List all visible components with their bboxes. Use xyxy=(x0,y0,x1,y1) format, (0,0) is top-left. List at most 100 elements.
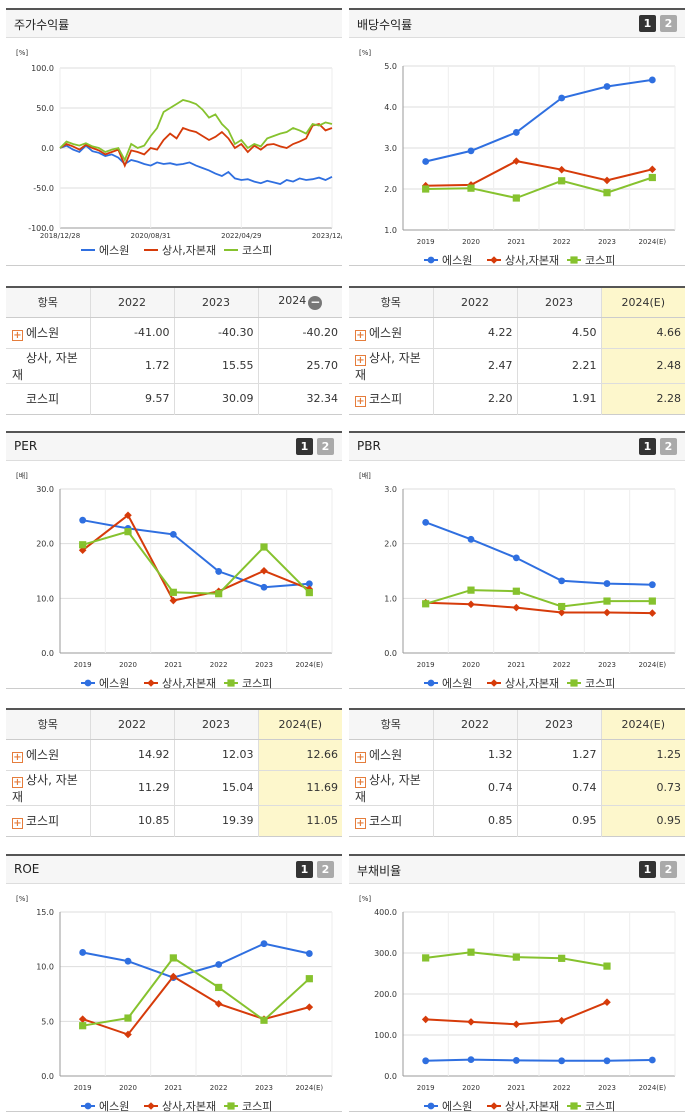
legend-label: 상사,자본재 xyxy=(162,677,216,690)
x-tick-label: 2023 xyxy=(598,661,616,669)
y-tick-label: 0.0 xyxy=(41,1072,54,1081)
data-point-circle xyxy=(169,530,177,538)
panel-title: 배당수익률 xyxy=(357,18,413,32)
view-button-2[interactable]: 2 xyxy=(660,861,677,878)
view-button-2[interactable]: 2 xyxy=(660,438,677,455)
data-point-circle xyxy=(215,568,223,575)
expand-plus-icon[interactable]: + xyxy=(355,818,366,829)
y-tick-label: 1.0 xyxy=(384,226,397,235)
header-label: 2024(E) xyxy=(278,717,323,731)
expand-plus-icon[interactable]: + xyxy=(355,776,366,788)
data-point-circle xyxy=(512,554,520,562)
x-tick-label: 2020 xyxy=(462,238,480,246)
table-header-cell: 2022 xyxy=(89,287,174,318)
data-point-circle xyxy=(422,518,430,526)
header-label: 2022 xyxy=(461,295,489,309)
data-point-square xyxy=(570,256,578,264)
table-cell: 2.47 xyxy=(432,348,517,384)
legend-label: 에스원 xyxy=(442,254,472,267)
unit-label: [%] xyxy=(16,895,28,903)
series-line xyxy=(425,160,653,187)
view-button-1[interactable]: 1 xyxy=(639,438,656,455)
header-label: 2024(E) xyxy=(621,717,666,731)
expand-plus-icon[interactable]: + xyxy=(12,752,23,763)
row-label: 에스원 xyxy=(369,326,403,340)
legend-label: 에스원 xyxy=(442,1100,472,1113)
data-point-square xyxy=(227,679,235,687)
data-point-diamond xyxy=(603,998,611,1006)
view-button-1[interactable]: 1 xyxy=(296,438,313,455)
data-point-circle xyxy=(124,957,132,965)
dividend-table: 항목 2022 2023 2024(E) + 에스원 4.22 4.50 4.66 + 상사, 자본… xyxy=(349,286,685,415)
y-tick-label: 3.0 xyxy=(384,485,397,494)
expand-plus-icon[interactable]: + xyxy=(12,330,23,341)
table-header-cell: 2022 xyxy=(432,287,517,318)
view-button-1[interactable]: 1 xyxy=(296,861,313,878)
legend-label: 상사,자본재 xyxy=(162,244,216,257)
panel-title: ROE xyxy=(14,862,40,876)
series-line xyxy=(82,956,310,1027)
header-label: 항목 xyxy=(380,718,401,732)
data-point-diamond xyxy=(490,256,498,264)
data-point-diamond xyxy=(147,1102,155,1110)
data-point-square xyxy=(215,590,223,598)
row-label-cell: + 코스피 xyxy=(6,805,90,836)
pbr-table: 항목 2022 2023 2024(E) + 에스원 1.32 1.27 1.25 + 상사, 자본… xyxy=(349,708,685,837)
data-point-circle xyxy=(422,158,430,165)
data-point-square xyxy=(558,177,566,185)
table-header-cell: 항목 xyxy=(349,287,433,318)
view-button-1[interactable]: 1 xyxy=(639,861,656,878)
data-point-circle xyxy=(422,1057,430,1065)
data-point-square xyxy=(570,679,578,687)
view-button-2[interactable]: 2 xyxy=(317,861,334,878)
data-point-square xyxy=(305,588,313,597)
x-tick-label: 2022 xyxy=(553,238,571,246)
row-label-cell: + 코스피 xyxy=(349,383,433,414)
view-button-1[interactable]: 1 xyxy=(639,15,656,32)
table-row: + 상사, 자본재 2.47 2.21 2.48 xyxy=(349,348,685,384)
series-3 xyxy=(422,948,611,970)
panel-title: 주가수익률 xyxy=(14,18,70,32)
x-tick-label: 2024(E) xyxy=(638,1084,666,1092)
expand-plus-icon[interactable]: + xyxy=(355,396,366,407)
y-tick-label: 100.0 xyxy=(31,64,54,73)
row-label: 상사, 자본재 xyxy=(355,772,421,804)
table-row: + 코스피 2.20 1.91 2.28 xyxy=(349,383,685,414)
table-header-cell: 항목 xyxy=(6,709,90,740)
expand-plus-icon[interactable]: + xyxy=(12,818,23,829)
series-1 xyxy=(422,1056,656,1065)
x-tick-label: 2021 xyxy=(507,661,525,669)
series-line xyxy=(82,942,310,979)
data-point-diamond xyxy=(124,1030,132,1039)
table-header-cell: 2024− xyxy=(257,287,342,318)
table-row: + 상사, 자본재 11.29 15.04 11.69 xyxy=(6,770,342,806)
data-point-square xyxy=(648,173,656,182)
data-point-diamond xyxy=(512,603,521,612)
view-button-2[interactable]: 2 xyxy=(317,438,334,455)
x-tick-label: 2019 xyxy=(417,661,435,669)
header-label: 2023 xyxy=(545,717,573,731)
series-line-2 xyxy=(59,123,333,168)
y-tick-label: 100.0 xyxy=(374,1031,397,1040)
row-label-cell: + 에스원 xyxy=(6,739,90,771)
table-cell: 12.03 xyxy=(173,739,258,771)
series-line xyxy=(82,519,310,589)
x-tick-label: 2022 xyxy=(553,661,571,669)
legend-label: 에스원 xyxy=(99,1100,129,1113)
x-tick-label: 2021 xyxy=(507,238,525,246)
row-label-cell: 상사, 자본재 xyxy=(6,348,90,384)
series-line-3 xyxy=(59,99,333,163)
table-row: + 에스원 -41.00 -40.30 -40.20 xyxy=(6,317,342,349)
table-header-cell: 2024(E) xyxy=(600,709,685,740)
expand-plus-icon[interactable]: + xyxy=(355,330,366,341)
table-cell: 11.05 xyxy=(257,805,342,836)
collapse-minus-icon[interactable]: − xyxy=(308,295,323,311)
expand-plus-icon[interactable]: + xyxy=(12,776,23,788)
x-tick-label: 2020/08/31 xyxy=(130,232,170,240)
data-point-square xyxy=(570,1102,578,1110)
table-header-cell: 2022 xyxy=(89,709,174,740)
expand-plus-icon[interactable]: + xyxy=(355,354,366,366)
table-row: + 코스피 0.85 0.95 0.95 xyxy=(349,805,685,836)
expand-plus-icon[interactable]: + xyxy=(355,752,366,763)
view-button-2[interactable]: 2 xyxy=(660,15,677,32)
